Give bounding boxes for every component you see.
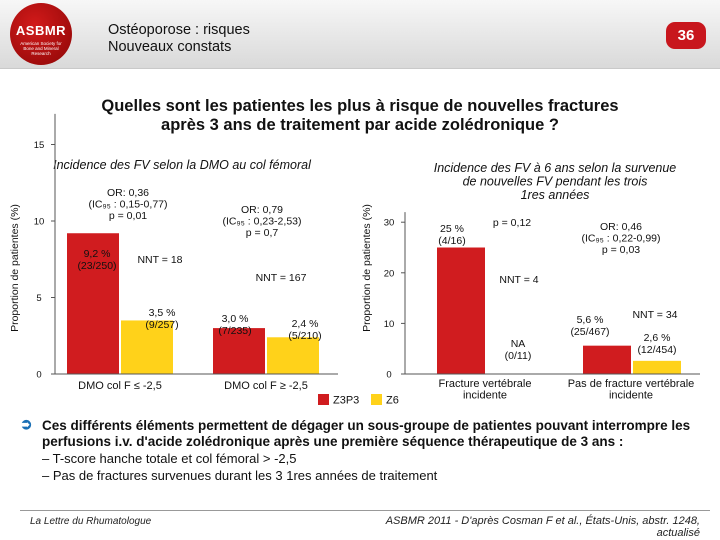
chart-1-bar-z3p3-1 bbox=[67, 233, 119, 374]
bullet-main: ➲ Ces différents éléments permettent de … bbox=[20, 416, 710, 450]
charts-svg: Incidence des FV selon la DMO au col fém… bbox=[9, 113, 700, 407]
chart-2-bar-label: NA (0/11) bbox=[505, 338, 532, 362]
chart-2-y-tick-label: 30 bbox=[384, 218, 395, 229]
logo-text: ASBMR bbox=[15, 23, 67, 38]
chart-1-bar-z6-1 bbox=[121, 320, 173, 374]
chart-2-annotation: NNT = 4 bbox=[499, 274, 538, 286]
chart-1-category-label: DMO col F ≤ -2,5 bbox=[78, 380, 162, 392]
bullet-sub-item-2: – Pas de fractures survenues durant les … bbox=[42, 468, 438, 483]
legend-swatch-z6 bbox=[371, 394, 382, 405]
chart-2-category-label: Fracture vertébrale incidente bbox=[439, 378, 532, 402]
chart-1-y-tick-label: 0 bbox=[36, 370, 41, 381]
header-title: Ostéoporose : risques Nouveaux constats bbox=[108, 22, 250, 55]
legend-swatch-z3p3 bbox=[318, 394, 329, 405]
logo-subtext: American Society for Bone and Mineral Re… bbox=[20, 41, 62, 56]
chart-1-y-axis-label: Proportion de patientes (%) bbox=[9, 204, 21, 332]
chart-1-annotation: OR: 0,36 (IC₉₅ : 0,15-0,77) p = 0,01 bbox=[88, 187, 167, 222]
bullet-sub-item-1: – T-score hanche totale et col fémoral >… bbox=[42, 451, 297, 466]
header-bar: ASBMR American Society for Bone and Mine… bbox=[0, 0, 720, 69]
chart-2-bar-z6-2 bbox=[633, 360, 681, 374]
chart-2-title: Incidence des FV à 6 ans selon la surven… bbox=[434, 161, 677, 202]
chart-1-annotation: NNT = 167 bbox=[256, 272, 307, 284]
chart-1-bar-label: 2,4 % (5/210) bbox=[288, 318, 321, 342]
chart-2-bar-label: 2,6 % (12/454) bbox=[637, 332, 676, 356]
chart-1-title: Incidence des FV selon la DMO au col fém… bbox=[53, 158, 312, 172]
chart-2-y-axis-label: Proportion de patientes (%) bbox=[361, 204, 373, 332]
chart-1-annotation: OR: 0,79 (IC₉₅ : 0,23-2,53) p = 0,7 bbox=[222, 204, 301, 239]
chart-2-category-label: Pas de fracture vertébrale incidente bbox=[568, 378, 695, 402]
legend-label-z6: Z6 bbox=[386, 395, 399, 407]
chart-1-bar-z3p3-2 bbox=[213, 328, 265, 374]
page-number-badge: 36 bbox=[666, 22, 706, 49]
chart-2-annotation: p = 0,12 bbox=[493, 217, 531, 229]
footer-divider bbox=[20, 510, 710, 511]
chart-1-y-tick-label: 5 bbox=[36, 293, 41, 304]
chart-2-annotation: NNT = 34 bbox=[632, 309, 677, 321]
chart-1-bar-label: 3,0 % (7/235) bbox=[218, 313, 251, 337]
asbmr-logo: ASBMR American Society for Bone and Mine… bbox=[10, 3, 72, 65]
chart-2-annotation: OR: 0,46 (IC₉₅ : 0,22-0,99) p = 0,03 bbox=[581, 221, 660, 256]
chart-2-bar-z3p3-2 bbox=[583, 345, 631, 374]
chart-1-bar-label: 3,5 % (9/257) bbox=[145, 307, 178, 331]
chart-2-y-tick-label: 0 bbox=[386, 370, 391, 381]
chart-1-category-label: DMO col F ≥ -2,5 bbox=[224, 380, 308, 392]
main-title: Quelles sont les patientes les plus à ri… bbox=[101, 97, 619, 134]
bullet-main-text: Ces différents éléments permettent de dé… bbox=[42, 418, 691, 449]
chart-2-bar-z3p3-1 bbox=[437, 247, 485, 374]
chart-1-bar-label: 9,2 % (23/250) bbox=[77, 248, 116, 272]
chart-1-y-tick-label: 10 bbox=[34, 217, 45, 228]
chart-1-y-tick-label: 15 bbox=[34, 140, 45, 151]
footer-citation: ASBMR 2011 - D'après Cosman F et al., Ét… bbox=[385, 515, 700, 539]
chart-2-y-tick-label: 10 bbox=[384, 319, 395, 330]
footer-journal: La Lettre du Rhumatologue bbox=[30, 516, 152, 527]
chart-1-annotation: NNT = 18 bbox=[137, 254, 182, 266]
chart-2-bar-label: 25 % (4/16) bbox=[438, 223, 465, 247]
legend-label-z3p3: Z3P3 bbox=[333, 395, 359, 407]
chart-2-y-tick-label: 20 bbox=[384, 268, 395, 279]
arrow-bullet-icon: ➲ bbox=[20, 416, 33, 433]
chart-2-bar-label: 5,6 % (25/467) bbox=[570, 314, 609, 338]
chart-1-bar-z6-2 bbox=[267, 337, 319, 374]
bullet-list: ➲ Ces différents éléments permettent de … bbox=[20, 416, 710, 484]
